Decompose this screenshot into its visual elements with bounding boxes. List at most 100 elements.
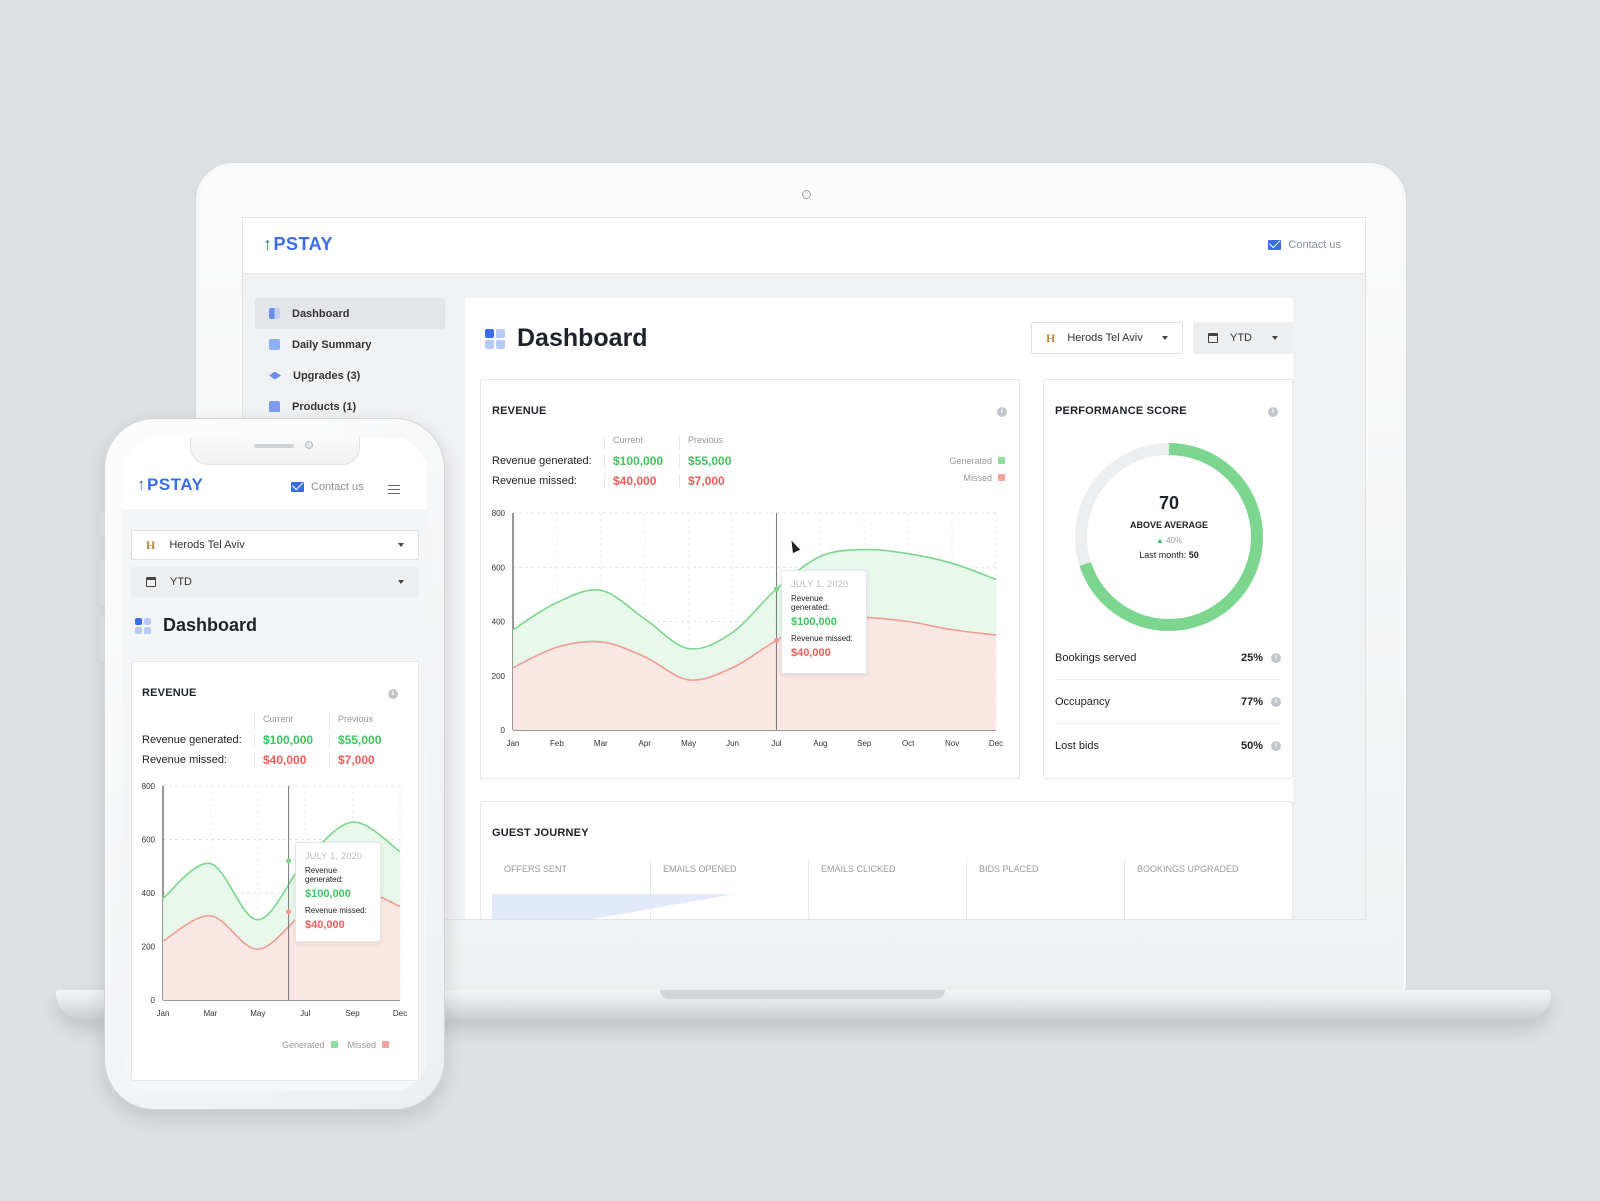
top-bar: ↑PSTAY Contact us [243,218,1365,274]
score-display: 70 ABOVE AVERAGE ▲ 40% Last month: 50 [1072,493,1266,560]
chevron-down-icon [398,580,404,584]
contact-us-link[interactable]: Contact us [291,481,364,493]
calendar-icon [1208,333,1218,343]
phone-side-button [100,512,105,536]
y-tick-label: 0 [151,996,156,1005]
info-icon[interactable]: i [1268,407,1278,417]
phone-speaker [254,444,294,448]
performance-panel: PERFORMANCE SCORE i 70 ABOVE AVERAGE ▲ 4… [1043,379,1293,779]
metric-occupancy: Occupancy 77% i [1055,680,1281,724]
info-icon[interactable]: i [388,689,398,699]
hotel-select[interactable]: H Herods Tel Aviv [1031,322,1183,354]
chevron-down-icon [1162,336,1168,340]
journey-col-bids-placed: BIDS PLACED [966,860,1124,919]
journey-funnel [492,894,802,919]
missed-previous-value: $7,000 [679,474,754,488]
sidebar-item-upgrades[interactable]: Upgrades (3) [255,360,445,391]
mail-icon [291,482,304,492]
info-icon[interactable]: i [1271,652,1281,663]
mobile-screen: ↑PSTAY Contact us H Herods Tel Aviv YTD … [123,437,427,1091]
period-select[interactable]: YTD [131,567,419,597]
phone-side-button [100,560,105,606]
dashboard-main: Dashboard H Herods Tel Aviv YTD REVENUE … [465,298,1293,919]
sidebar-item-products[interactable]: Products (1) [255,391,445,422]
x-tick-label: Dec [989,739,1003,748]
x-tick-label: Feb [550,739,564,748]
phone-camera [305,441,313,449]
y-tick-label: 600 [492,563,506,572]
revenue-chart[interactable]: 0 200 400 600 800 Jan Feb Mar Apr May Jun Jul Aug Sep… [481,505,1021,755]
chart-tooltip: JULY 1, 2020 Revenue generated: $100,000… [295,842,381,942]
legend-swatch-generated [330,1041,338,1048]
y-tick-label: 400 [142,889,156,898]
x-tick-label: Jan [157,1009,170,1018]
score-change: ▲ 40% [1155,536,1183,545]
y-tick-label: 200 [142,943,156,952]
phone-notch [190,437,360,465]
upstay-logo[interactable]: ↑PSTAY [137,475,204,494]
area-missed [513,616,996,730]
info-icon[interactable]: i [1271,741,1281,751]
journey-col-bookings-upgraded: BOOKINGS UPGRADED [1124,860,1282,919]
layers-icon [269,371,281,380]
x-tick-label: Dec [393,1009,407,1018]
laptop-notch [660,990,945,999]
chevron-down-icon [398,543,404,547]
calendar-icon [146,577,156,587]
hover-point-missed [773,637,780,644]
revenue-title: REVENUE [492,405,547,417]
metric-bookings-served: Bookings served 25% i [1055,636,1281,680]
hotel-select[interactable]: H Herods Tel Aviv [131,530,419,560]
y-tick-label: 600 [142,836,156,845]
metric-lost-bids: Lost bids 50% i [1055,724,1281,768]
x-tick-label: Oct [902,739,915,748]
generated-previous-value: $55,000 [679,454,754,468]
page-title: Dashboard [485,324,648,353]
y-tick-label: 400 [492,618,506,627]
inbox-icon [269,339,280,350]
x-tick-label: Nov [945,739,959,748]
sidebar-item-daily-summary[interactable]: Daily Summary [255,329,445,360]
x-tick-label: Aug [813,739,827,748]
mail-icon [1268,240,1282,250]
revenue-summary: Current Previous Revenue generated: $100… [492,435,754,491]
bag-icon [269,401,280,412]
missed-current-value: $40,000 [604,474,679,488]
period-select[interactable]: YTD [1193,322,1293,354]
legend-swatch-missed [382,1041,390,1048]
hamburger-menu-icon[interactable] [388,485,400,494]
upstay-logo[interactable]: ↑PSTAY [263,234,334,254]
chart-legend: Generated Missed [282,1036,390,1053]
contact-us-link[interactable]: Contact us [1268,239,1341,251]
info-icon[interactable]: i [997,407,1007,417]
laptop-camera [802,190,811,199]
last-month: Last month: 50 [1139,550,1199,560]
hover-point-generated [773,586,780,592]
journey-columns: OFFERS SENT EMAILS OPENED EMAILS CLICKED… [492,860,1282,919]
x-tick-label: Mar [204,1009,218,1018]
guest-journey-panel: GUEST JOURNEY OFFERS SENT EMAILS OPENED … [480,801,1293,919]
score-ring [1075,443,1263,631]
x-tick-label: Apr [639,739,652,748]
guest-journey-title: GUEST JOURNEY [492,827,589,839]
journey-col-emails-opened: EMAILS OPENED [650,860,808,919]
hotel-logo-icon: H [1046,330,1056,345]
x-tick-label: May [250,1009,265,1018]
sidebar-item-dashboard[interactable]: Dashboard [255,298,445,329]
dashboard-icon [135,617,151,634]
legend-swatch-missed [998,474,1005,481]
x-tick-label: Jul [771,739,781,748]
y-tick-label: 800 [492,509,506,518]
mobile-header: ↑PSTAY Contact us [123,437,427,509]
x-tick-label: Jun [726,739,739,748]
chart-legend: Generated Missed [949,452,1005,486]
chevron-down-icon [1272,336,1278,340]
series-line-generated [162,821,401,921]
info-icon[interactable]: i [1271,696,1281,707]
series-line-missed [512,615,997,681]
page-title: Dashboard [135,615,257,636]
x-tick-label: Mar [594,739,608,748]
journey-col-emails-clicked: EMAILS CLICKED [808,860,966,919]
x-tick-label: Sep [345,1009,360,1018]
hover-point-generated [286,858,292,864]
